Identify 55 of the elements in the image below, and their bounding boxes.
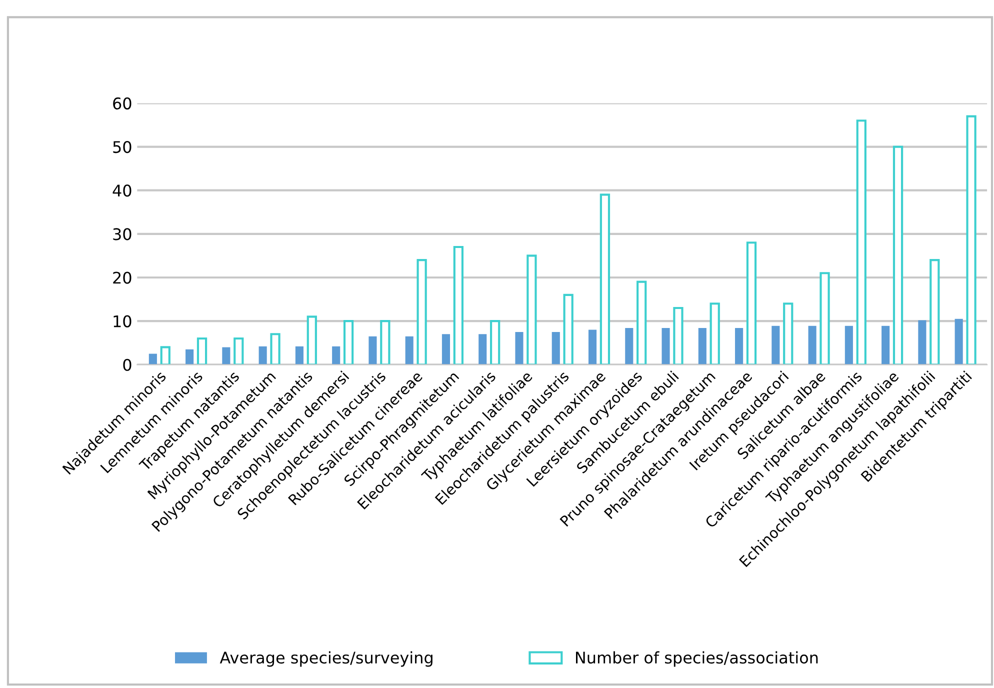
legend-label: Average species/surveying (220, 651, 432, 667)
bar (856, 120, 866, 365)
bar (196, 337, 208, 365)
bar (820, 272, 830, 365)
y-tick-label: 30 (113, 228, 132, 240)
bar (808, 326, 816, 365)
bar (772, 326, 780, 365)
bar (526, 254, 537, 365)
bar (222, 347, 230, 365)
bar (662, 328, 670, 365)
bar (954, 318, 963, 365)
bar (746, 242, 757, 365)
bar (698, 328, 706, 365)
bar (563, 294, 574, 365)
bar (844, 326, 853, 365)
bar (343, 320, 354, 365)
bar (416, 259, 427, 365)
bar (552, 332, 560, 365)
legend-label: Number of species/association (576, 651, 818, 667)
bar (490, 320, 500, 365)
bar (478, 334, 487, 365)
bar (148, 354, 157, 365)
bar (966, 115, 976, 365)
bar (673, 306, 684, 365)
bar (892, 146, 904, 365)
y-tick-label: 50 (113, 140, 132, 154)
bar (442, 334, 450, 365)
bar (270, 333, 280, 365)
bar (368, 336, 377, 365)
bar (453, 246, 464, 365)
bar (405, 336, 414, 365)
bar (710, 302, 720, 365)
bar (515, 332, 524, 365)
bar (380, 320, 390, 365)
bar (234, 337, 244, 365)
bar (588, 330, 597, 365)
y-tick-label: 0 (123, 358, 132, 371)
y-tick-label: 20 (113, 272, 132, 284)
bar (636, 280, 647, 365)
bar (258, 346, 267, 365)
bar (882, 326, 890, 365)
bar (783, 302, 794, 365)
bar (332, 346, 340, 365)
y-tick-label: 40 (112, 184, 132, 197)
bar (160, 346, 170, 365)
bar (186, 349, 194, 365)
y-tick-label: 60 (113, 97, 132, 110)
bar (306, 316, 317, 365)
bar (600, 194, 610, 365)
bar (918, 320, 926, 365)
bar (295, 346, 304, 365)
bar (930, 259, 940, 365)
y-tick-label: 10 (114, 315, 132, 328)
bar (625, 328, 634, 365)
bar (735, 328, 744, 365)
